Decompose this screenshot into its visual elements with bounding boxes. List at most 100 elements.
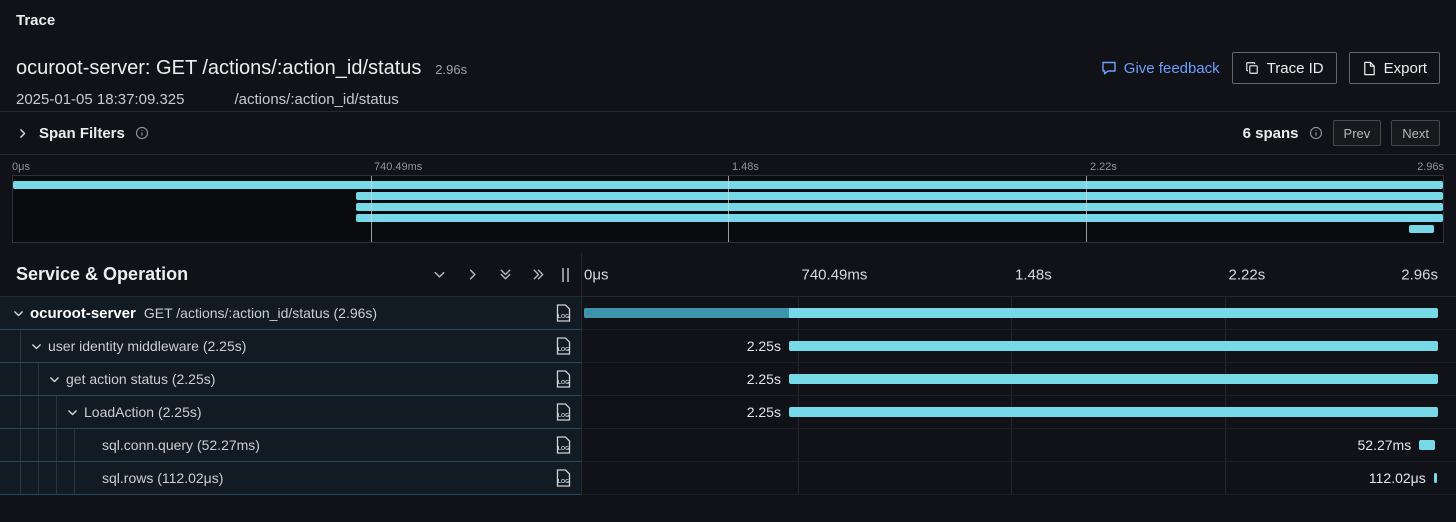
- span-self-time-segment: [584, 308, 789, 318]
- svg-text:LOG: LOG: [558, 413, 569, 419]
- span-timeline-cell[interactable]: 112.02μs: [582, 462, 1456, 495]
- span-bar[interactable]: [1419, 440, 1435, 450]
- timeline-gridline: [1011, 462, 1012, 494]
- give-feedback-label: Give feedback: [1123, 59, 1220, 77]
- span-count: 6 spans: [1242, 124, 1299, 142]
- next-button[interactable]: Next: [1391, 120, 1440, 146]
- span-name-cell[interactable]: ocuroot-server GET /actions/:action_id/st…: [0, 297, 582, 330]
- span-row[interactable]: user identity middleware (2.25s) LOG 2.25s: [0, 330, 1456, 363]
- chevron-right-icon[interactable]: [465, 267, 480, 282]
- span-log-button[interactable]: LOG: [556, 403, 571, 421]
- span-timeline-cell[interactable]: 2.25s: [582, 396, 1456, 429]
- span-operation-name: sql.conn.query (52.27ms): [102, 437, 260, 453]
- span-timeline-track: [584, 297, 1438, 329]
- span-bar[interactable]: [1433, 473, 1438, 483]
- span-toggle-chevron-down-icon[interactable]: [66, 406, 84, 419]
- indent-guide: [12, 330, 30, 362]
- span-log-button[interactable]: LOG: [556, 436, 571, 454]
- span-toggle-chevron-down-icon[interactable]: [12, 307, 30, 320]
- indent-guide: [66, 429, 84, 461]
- span-name-cell[interactable]: LoadAction (2.25s) LOG: [0, 396, 582, 429]
- trace-title: ocuroot-server: GET /actions/:action_id/…: [16, 56, 422, 79]
- span-duration-label: 52.27ms: [1357, 437, 1412, 453]
- span-timeline-cell[interactable]: 2.25s: [582, 363, 1456, 396]
- span-timeline-track: 2.25s: [584, 396, 1438, 428]
- indent-guide: [48, 462, 66, 494]
- trace-id-button[interactable]: Trace ID: [1231, 52, 1337, 84]
- minimap-gridline: [1085, 176, 1087, 242]
- span-operation-name: LoadAction (2.25s): [84, 404, 202, 420]
- double-chevron-down-icon[interactable]: [498, 267, 513, 282]
- indent-guide: [12, 462, 30, 494]
- span-log-button[interactable]: LOG: [556, 304, 571, 322]
- export-button[interactable]: Export: [1348, 52, 1440, 84]
- chevron-right-icon[interactable]: [16, 127, 29, 140]
- minimap-canvas[interactable]: [12, 175, 1444, 243]
- info-icon: [135, 126, 149, 140]
- minimap-tick: 1.48s: [732, 161, 759, 173]
- span-bar[interactable]: [584, 308, 1438, 318]
- span-timeline-cell[interactable]: [582, 297, 1456, 330]
- minimap-tick: 740.49ms: [374, 161, 423, 173]
- span-row[interactable]: sql.rows (112.02μs) LOG 112.02μs: [0, 462, 1456, 495]
- trace-timestamp: 2025-01-05 18:37:09.325: [16, 91, 185, 108]
- span-log-button[interactable]: LOG: [556, 337, 571, 355]
- span-operation-name: GET /actions/:action_id/status (2.96s): [143, 305, 378, 321]
- span-timeline-cell[interactable]: 2.25s: [582, 330, 1456, 363]
- span-row[interactable]: sql.conn.query (52.27ms) LOG 52.27ms: [0, 429, 1456, 462]
- span-timeline-track: 2.25s: [584, 363, 1438, 395]
- minimap-span-bar: [1408, 225, 1435, 233]
- span-operation-name: sql.rows (112.02μs): [102, 470, 224, 486]
- indent-guide: [12, 429, 30, 461]
- span-bar[interactable]: [788, 341, 1438, 351]
- give-feedback-link[interactable]: Give feedback: [1101, 60, 1220, 77]
- minimap-span-bar: [356, 192, 1443, 200]
- span-duration-label: 2.25s: [746, 404, 781, 420]
- span-bar[interactable]: [788, 374, 1438, 384]
- span-row[interactable]: get action status (2.25s) LOG 2.25s: [0, 363, 1456, 396]
- indent-guide: [30, 396, 48, 428]
- span-bar[interactable]: [788, 407, 1438, 417]
- double-chevron-right-icon[interactable]: [531, 267, 546, 282]
- svg-text:LOG: LOG: [558, 380, 569, 386]
- span-rows: ocuroot-server GET /actions/:action_id/st…: [0, 297, 1456, 495]
- column-resize-handle[interactable]: [562, 267, 569, 282]
- timeline-gridline: [1011, 429, 1012, 461]
- span-log-button[interactable]: LOG: [556, 469, 571, 487]
- span-filters-label[interactable]: Span Filters: [39, 124, 125, 142]
- minimap-gridline: [370, 176, 372, 242]
- trace-title-group: ocuroot-server: GET /actions/:action_id/…: [16, 57, 467, 80]
- span-name-cell[interactable]: sql.rows (112.02μs) LOG: [0, 462, 582, 495]
- minimap-tick: 0μs: [12, 161, 30, 173]
- span-name-cell[interactable]: get action status (2.25s) LOG: [0, 363, 582, 396]
- chevron-down-icon[interactable]: [432, 267, 447, 282]
- svg-text:LOG: LOG: [558, 479, 569, 485]
- indent-guide: [30, 363, 48, 395]
- timeline-tick: 0μs: [584, 266, 609, 283]
- indent-guide: [66, 462, 84, 494]
- span-name-cell[interactable]: user identity middleware (2.25s) LOG: [0, 330, 582, 363]
- timeline-gridline: [1224, 462, 1226, 494]
- span-row[interactable]: LoadAction (2.25s) LOG 2.25s: [0, 396, 1456, 429]
- document-icon: [1362, 61, 1376, 76]
- timeline-tick: 740.49ms: [801, 266, 868, 283]
- timeline-tick: 1.48s: [1015, 266, 1052, 283]
- span-timeline-track: 2.25s: [584, 330, 1438, 362]
- trace-route: /actions/:action_id/status: [234, 91, 399, 108]
- prev-button[interactable]: Prev: [1332, 120, 1382, 146]
- minimap-tick: 2.96s: [1417, 161, 1444, 173]
- span-timeline-cell[interactable]: 52.27ms: [582, 429, 1456, 462]
- span-filters-bar: Span Filters 6 spans Prev Next: [0, 111, 1456, 155]
- indent-guide: [30, 429, 48, 461]
- span-toggle-chevron-down-icon[interactable]: [48, 373, 66, 386]
- span-log-button[interactable]: LOG: [556, 370, 571, 388]
- span-operation-name: get action status (2.25s): [66, 371, 216, 387]
- indent-guide: [30, 462, 48, 494]
- span-toggle-chevron-down-icon[interactable]: [30, 340, 48, 353]
- span-row[interactable]: ocuroot-server GET /actions/:action_id/st…: [0, 297, 1456, 330]
- svg-text:LOG: LOG: [558, 347, 569, 353]
- span-duration-label: 2.25s: [746, 371, 781, 387]
- span-service-name: ocuroot-server: [30, 304, 136, 322]
- span-duration-label: 112.02μs: [1368, 470, 1426, 486]
- span-name-cell[interactable]: sql.conn.query (52.27ms) LOG: [0, 429, 582, 462]
